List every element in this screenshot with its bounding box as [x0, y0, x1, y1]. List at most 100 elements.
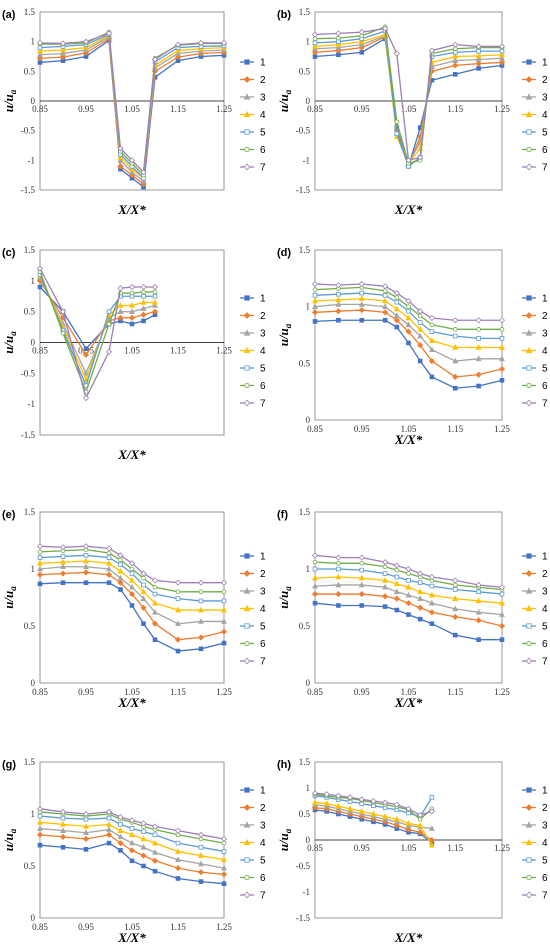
data-point [335, 44, 342, 50]
data-point [417, 313, 423, 319]
data-point [312, 287, 318, 292]
data-point [140, 588, 147, 595]
data-point [59, 40, 67, 47]
data-point [428, 573, 435, 581]
data-point [106, 550, 112, 556]
data-point [221, 598, 227, 604]
series-line-1 [314, 602, 502, 641]
legend-marker [243, 821, 251, 828]
legend-marker [244, 295, 250, 301]
data-point [60, 815, 66, 821]
data-point [429, 621, 435, 627]
data-point [82, 543, 90, 550]
data-point [106, 580, 112, 585]
x-tick-label: 0.95 [354, 843, 370, 853]
plot-area [314, 249, 503, 421]
data-point [405, 314, 412, 321]
data-point [37, 555, 43, 560]
data-point [405, 826, 412, 833]
data-point [60, 563, 66, 570]
data-point [220, 871, 228, 878]
data-point [117, 574, 124, 581]
data-point [417, 320, 423, 325]
x-tick-label: 0.85 [307, 104, 323, 114]
x-tick-label: 1.15 [447, 424, 463, 434]
data-point [452, 587, 458, 592]
y-tick-label: 1 [306, 783, 311, 793]
data-point [141, 575, 146, 581]
data-point [393, 317, 400, 324]
chart-panel-5: 0 0.5 1 1.5 0.85 0.95 1.05 1.15 1.25 (e) X/X* u/ua 1… [1, 507, 266, 710]
data-point [83, 557, 89, 564]
data-point [151, 308, 159, 315]
data-point [312, 799, 318, 805]
data-point [129, 826, 135, 831]
data-point [428, 825, 435, 831]
legend-marker [243, 570, 251, 577]
data-point [117, 827, 124, 833]
legend-label: 2 [260, 75, 266, 86]
data-point [336, 317, 341, 323]
data-point [499, 336, 505, 341]
data-point [393, 50, 400, 57]
legend-label: 1 [260, 58, 266, 69]
data-point [37, 284, 43, 290]
data-point [175, 606, 181, 613]
panel-label: (b) [277, 9, 291, 21]
legend-label: 2 [260, 311, 266, 322]
x-axis-label: X/X* [117, 930, 146, 944]
data-point [393, 290, 400, 297]
data-point [83, 346, 89, 351]
y-tick-label: 1 [306, 302, 311, 312]
data-point [358, 796, 365, 803]
legend-marker [525, 110, 533, 118]
data-point [312, 319, 318, 324]
data-point [37, 559, 43, 566]
data-point [335, 296, 342, 303]
data-point [428, 337, 435, 343]
data-point [141, 293, 146, 299]
data-point [359, 317, 365, 323]
data-point [129, 831, 135, 838]
data-point [475, 355, 482, 362]
data-point [452, 57, 459, 63]
data-point [106, 565, 112, 572]
legend-marker [526, 623, 532, 629]
data-point [452, 317, 459, 324]
data-point [336, 560, 341, 566]
data-point [475, 597, 482, 604]
legend-marker [244, 59, 250, 65]
x-tick-label: 1.25 [494, 104, 510, 114]
chart-panel-1: -1.5 -1 -0.5 0 0.5 1 1.5 0.85 0.95 1.05 1.15 1.25 (a… [1, 7, 266, 217]
data-point [198, 598, 204, 604]
chart-panel-4: 0 0.5 1 1.5 0.85 0.95 1.05 1.15 1.25 (d) X/X* u/ua 1… [276, 245, 548, 447]
legend-marker [526, 787, 532, 793]
data-point [151, 283, 159, 291]
data-point [140, 169, 147, 176]
data-point [406, 612, 411, 617]
data-point [60, 554, 66, 559]
x-axis-label: X/X* [394, 695, 423, 710]
data-point [60, 844, 66, 850]
legend-label: 1 [542, 552, 548, 563]
data-point [152, 591, 158, 597]
data-point [36, 805, 44, 812]
data-point [129, 165, 135, 172]
x-tick-label: 1.15 [170, 104, 186, 114]
data-point [175, 840, 181, 846]
data-point [129, 583, 135, 590]
legend-label: 3 [260, 329, 266, 340]
data-point [174, 579, 182, 586]
data-point [37, 825, 43, 831]
panel-label: (e) [2, 509, 16, 521]
data-point [82, 394, 90, 402]
data-point [83, 829, 89, 836]
data-point [106, 821, 112, 827]
data-point [37, 581, 43, 587]
data-point [358, 301, 365, 307]
legend-label: 6 [260, 145, 266, 156]
legend-label: 6 [260, 639, 266, 650]
panel-label: (f) [277, 509, 288, 521]
y-tick-label: -1.5 [296, 185, 311, 195]
